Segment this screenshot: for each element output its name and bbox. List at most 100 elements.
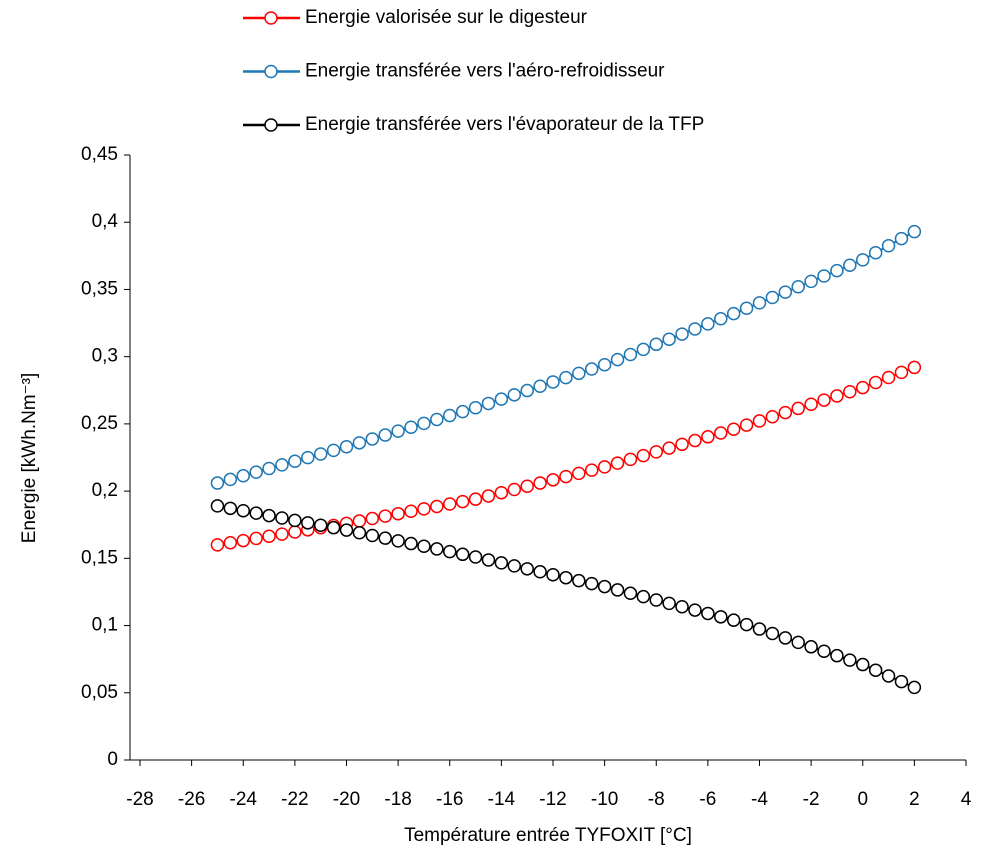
marker [662, 332, 676, 346]
y-tick-label: 0,25 [81, 413, 118, 434]
marker [443, 544, 457, 559]
x-tick-label: 4 [961, 789, 972, 810]
marker [791, 635, 805, 650]
x-tick-label: -24 [230, 789, 258, 810]
marker [404, 504, 418, 519]
marker [404, 536, 418, 551]
marker [791, 401, 805, 416]
x-tick-label: -22 [281, 789, 308, 810]
marker [584, 463, 599, 477]
marker [481, 553, 496, 567]
marker [533, 379, 547, 393]
marker [494, 485, 509, 500]
marker [739, 418, 754, 432]
marker [572, 466, 586, 481]
marker [714, 426, 728, 440]
marker [210, 538, 225, 552]
marker [365, 528, 380, 543]
legend-label: Energie transférée vers l'aéro-refroidis… [305, 61, 665, 82]
marker [533, 565, 547, 579]
marker [326, 443, 341, 458]
marker [468, 401, 483, 415]
marker [623, 586, 638, 601]
marker [288, 454, 302, 469]
marker [765, 410, 780, 424]
marker [907, 360, 922, 375]
marker [455, 494, 470, 509]
marker [468, 550, 483, 564]
marker [907, 224, 922, 239]
marker [468, 492, 483, 506]
marker [249, 506, 263, 520]
marker [881, 239, 896, 253]
marker [404, 420, 418, 434]
marker [417, 502, 431, 516]
marker [494, 392, 509, 406]
marker [275, 527, 289, 541]
x-tick-label: -4 [751, 789, 768, 810]
marker [236, 503, 250, 518]
marker [881, 370, 896, 385]
marker [443, 408, 457, 423]
x-tick-label: -16 [436, 789, 463, 810]
marker [455, 404, 470, 419]
marker [520, 383, 534, 398]
x-tick-label: -20 [333, 789, 360, 810]
marker [778, 631, 793, 645]
marker [223, 535, 238, 550]
marker [313, 447, 328, 461]
x-tick-label: -10 [591, 789, 618, 810]
y-tick-label: 0,2 [92, 480, 118, 501]
marker [391, 424, 405, 438]
marker [494, 556, 509, 570]
marker [817, 269, 831, 283]
marker [520, 479, 534, 494]
marker [584, 576, 599, 591]
marker [739, 301, 754, 316]
marker [765, 290, 780, 305]
marker [378, 531, 392, 545]
marker [430, 412, 444, 427]
marker [868, 663, 883, 677]
marker [597, 579, 612, 594]
marker [714, 610, 728, 624]
legend-label: Energie transférée vers l'évaporateur de… [305, 114, 704, 135]
marker [262, 529, 276, 544]
marker [675, 599, 689, 614]
marker [262, 461, 276, 476]
marker [352, 526, 367, 540]
marker [868, 375, 883, 390]
marker [365, 511, 380, 526]
marker [339, 439, 354, 454]
marker [275, 511, 289, 525]
marker [236, 469, 250, 483]
y-tick-label: 0 [107, 749, 118, 770]
marker [584, 362, 599, 376]
marker [365, 432, 380, 446]
marker [481, 396, 496, 411]
marker [765, 626, 780, 641]
x-tick-label: 0 [857, 789, 868, 810]
marker [649, 337, 663, 352]
marker [778, 285, 793, 299]
marker [288, 525, 302, 539]
marker [830, 263, 844, 278]
marker [520, 562, 534, 576]
marker [572, 573, 586, 588]
y-tick-label: 0,1 [92, 615, 118, 636]
marker [791, 280, 805, 294]
marker [223, 472, 238, 487]
marker [301, 516, 315, 530]
legend-marker [264, 118, 278, 132]
marker [391, 506, 405, 521]
marker [507, 559, 522, 573]
marker [352, 436, 367, 450]
marker [301, 450, 315, 465]
marker [701, 606, 715, 621]
marker [726, 306, 741, 321]
marker [610, 352, 625, 367]
x-tick-label: -14 [488, 789, 516, 810]
marker [430, 542, 444, 556]
series-line [217, 230, 915, 485]
marker [881, 669, 896, 683]
